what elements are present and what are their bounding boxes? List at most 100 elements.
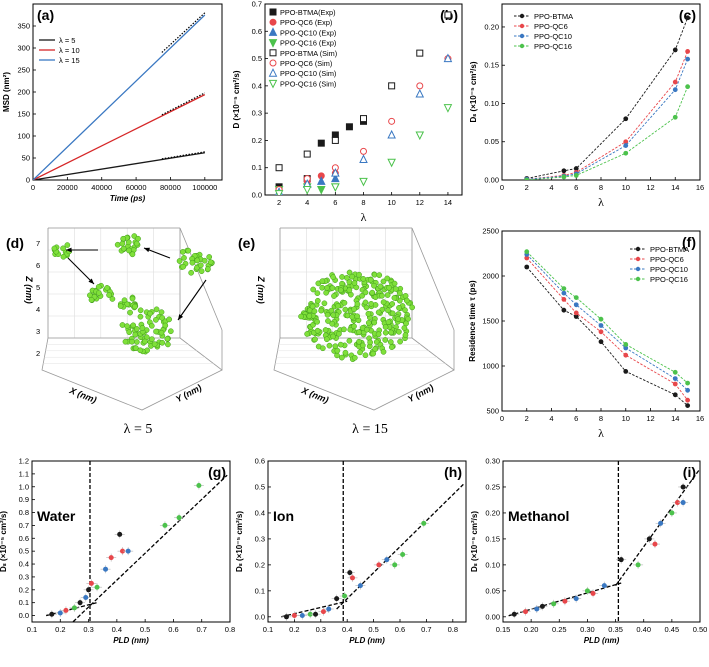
particle: [382, 329, 389, 336]
x-tick-label: 14: [444, 198, 452, 207]
data-point: [103, 566, 109, 572]
particle: [147, 310, 153, 317]
y-tick-label: 0.00: [485, 612, 500, 621]
x-tick-label: 0.2: [289, 625, 299, 634]
particle: [122, 338, 129, 345]
x-tick-label: 0.20: [524, 625, 539, 634]
fit-line-1: [161, 92, 206, 116]
data-point: [392, 562, 398, 568]
x-tick-label: 0.1: [263, 625, 273, 634]
data-point: [443, 104, 453, 113]
x-axis-label: λ: [598, 426, 604, 440]
snapshot-e: Z (nm) X (nm) Y (nm) (e) λ = 15: [238, 227, 455, 437]
z-tick-label: 3: [36, 327, 40, 336]
particle: [129, 338, 135, 345]
particle: [344, 312, 351, 319]
data-point: [524, 255, 530, 261]
panel-c: 0 2 4 6 8 10 12 14 16 0.00 0.05 0.10 0.15 0.20 λ Dₛ (×1…: [469, 3, 704, 209]
data-point: [313, 611, 319, 617]
plot-frame: [501, 3, 701, 181]
x-axis-label: Time (ps): [110, 194, 146, 203]
legend-label: PPO-QC10: [534, 32, 572, 41]
particle: [396, 290, 403, 297]
data-point: [299, 613, 305, 619]
data-point: [672, 376, 678, 381]
y-tick-label: 0.4: [255, 508, 265, 517]
particle-cluster: [298, 269, 416, 363]
x-tick-label: 14: [671, 414, 679, 423]
data-point: [117, 531, 123, 537]
legend-label: PPO-QC16: [650, 275, 688, 284]
data-point: [672, 79, 678, 85]
data-point: [360, 115, 367, 123]
x-tick-label: 10: [622, 183, 630, 192]
panel-g: 0.1 0.2 0.3 0.4 0.5 0.6 0.7 0.8 0.0 0.1 0.2 0.3 0.4 0…: [0, 457, 235, 646]
data-point: [598, 316, 604, 322]
data-point: [331, 173, 340, 183]
particle: [188, 269, 194, 276]
data-point: [57, 610, 63, 616]
y-tick-label: 0.00: [484, 176, 499, 185]
data-point: [291, 613, 297, 619]
series-line-3: [526, 86, 689, 180]
y-tick-label: 1.2: [19, 457, 29, 466]
particle: [367, 339, 373, 346]
y-tick-label: 0.1: [255, 586, 265, 595]
data-point: [561, 286, 567, 291]
data-point: [342, 593, 348, 599]
data-point: [672, 381, 678, 387]
data-point: [561, 174, 567, 180]
data-point: [623, 369, 629, 374]
particle: [117, 303, 124, 309]
x-tick-label: 4: [549, 183, 553, 192]
arrow-line: [67, 257, 95, 285]
x-tick-label: 2: [525, 183, 529, 192]
plot-area: [524, 15, 691, 180]
panel-annotation: Methanol: [508, 508, 569, 524]
data-point: [573, 173, 579, 178]
data-point: [307, 611, 313, 617]
particle: [385, 307, 391, 314]
series-line-1: [33, 94, 206, 180]
x-axis-label: λ: [361, 210, 367, 224]
particle: [368, 300, 374, 307]
data-point: [416, 82, 424, 90]
data-point: [349, 575, 355, 581]
plot-frame: [31, 460, 231, 623]
y-tick-label: 100: [17, 132, 30, 141]
y-tick-label: 0.6: [252, 27, 262, 36]
particle: [387, 339, 394, 345]
data-point: [388, 82, 396, 90]
particle: [312, 336, 318, 343]
data-point: [685, 380, 691, 386]
data-point: [635, 562, 641, 568]
particle: [129, 251, 136, 258]
x-axis-label: PLD (nm): [584, 636, 620, 645]
legend-marker: [269, 18, 277, 26]
x-tick-label: 20000: [57, 183, 78, 192]
legend-marker: [268, 27, 278, 36]
data-point: [623, 143, 629, 148]
data-point: [573, 310, 579, 316]
data-point: [302, 186, 312, 195]
x-tick-label: 0.5: [368, 625, 378, 634]
particle: [134, 326, 140, 332]
y-axis-label: Dₛ (×10⁻⁵ cm²/s): [469, 61, 478, 122]
legend-label: PPO-QC10 (Sim): [280, 69, 336, 78]
data-point: [623, 342, 629, 347]
legend-label: PPO-QC6: [534, 22, 568, 31]
particle: [124, 323, 130, 329]
y-tick-label: 0.15: [485, 534, 500, 543]
particle: [189, 259, 196, 266]
particle: [360, 276, 367, 282]
series-line-2: [33, 14, 206, 180]
x-tick-label: 0.3: [316, 625, 326, 634]
panel-f: 0 2 4 6 8 10 12 14 16 500 1000 1500 2000 2500 λ Residen…: [468, 227, 704, 441]
particle: [153, 317, 159, 323]
z-tick-label: 5: [36, 283, 40, 292]
y-tick-label: 0.4: [252, 81, 262, 90]
fit-line-0: [161, 151, 205, 160]
legend-marker: [268, 68, 278, 77]
legend-label: PPO-QC16: [534, 42, 572, 51]
x-tick-label: 0.8: [225, 625, 235, 634]
